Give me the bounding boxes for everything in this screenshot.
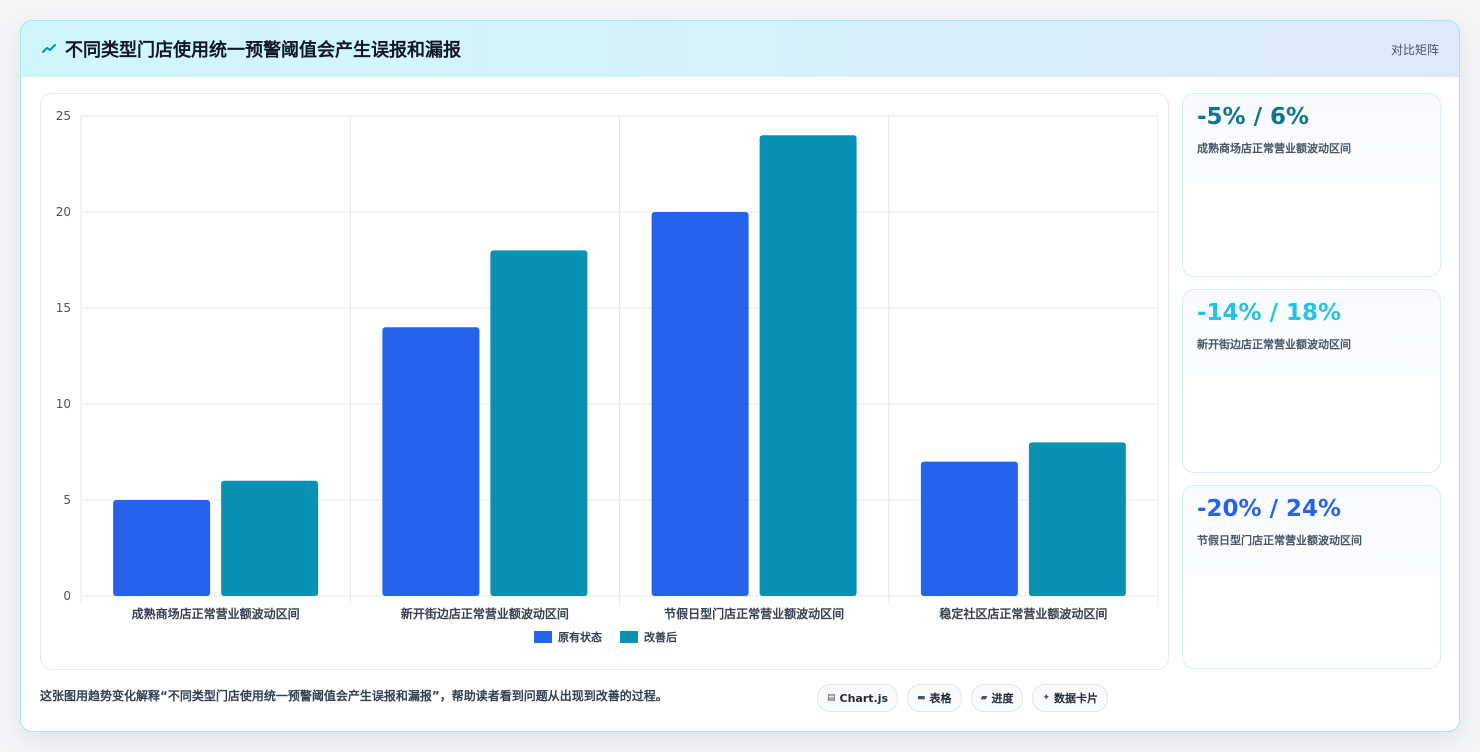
y-tick-label: 0 <box>63 589 71 603</box>
stat-card-1: -5% / 6% 成熟商场店正常营业额波动区间 <box>1182 93 1441 277</box>
bar <box>759 135 857 596</box>
legend-swatch <box>620 631 638 643</box>
page-title: 不同类型门店使用统一预警阈值会产生误报和漏报 <box>65 40 461 61</box>
chip-progress[interactable]: ▰ 进度 <box>970 684 1024 712</box>
stat-value: -14% / 18% <box>1197 300 1342 326</box>
x-tick-label: 节假日型门店正常营业额波动区间 <box>664 606 844 621</box>
progress-icon: ▰ <box>980 693 988 703</box>
bar <box>382 327 480 596</box>
y-tick-label: 15 <box>56 301 71 315</box>
legend-label: 原有状态 <box>558 630 602 644</box>
chart-icon: ▤ <box>827 693 836 703</box>
stat-card-3: -20% / 24% 节假日型门店正常营业额波动区间 <box>1182 485 1441 669</box>
bar <box>221 480 319 596</box>
view-mode-label[interactable]: 对比矩阵 <box>1390 43 1439 57</box>
x-tick-label: 新开街边店正常营业额波动区间 <box>401 606 569 621</box>
chip-label: Chart.js <box>839 691 889 705</box>
bar <box>113 500 211 596</box>
stat-label: 新开街边店正常营业额波动区间 <box>1197 338 1351 351</box>
chart-panel: 0 5 10 15 20 25 成熟商场店正常营业额波动区间 新开街边店正常营业额波动区间 节假… <box>40 93 1169 670</box>
chip-label: 进度 <box>991 692 1014 705</box>
sparkle-icon: ✦ <box>1042 693 1051 703</box>
y-tick-label: 5 <box>63 493 71 507</box>
x-tick-label: 稳定社区店正常营业额波动区间 <box>939 606 1107 621</box>
y-tick-label: 20 <box>56 205 71 219</box>
legend-label: 改善后 <box>644 630 677 644</box>
bar <box>490 250 588 596</box>
x-tick-label: 成熟商场店正常营业额波动区间 <box>132 606 300 621</box>
bar <box>1028 442 1126 596</box>
chip-chartjs[interactable]: ▤ Chart.js <box>817 684 899 712</box>
stat-value: -20% / 24% <box>1197 496 1342 522</box>
legend-swatch <box>534 631 552 643</box>
stat-label: 节假日型门店正常营业额波动区间 <box>1197 534 1362 547</box>
bar <box>920 461 1018 596</box>
chip-label: 数据卡片 <box>1054 692 1099 705</box>
card-header: 不同类型门店使用统一预警阈值会产生误报和漏报 对比矩阵 <box>21 21 1459 77</box>
chart-description: 这张图用趋势变化解释“不同类型门店使用统一预警阈值会产生误报和漏报”，帮助读者看… <box>40 689 668 703</box>
stat-label: 成熟商场店正常营业额波动区间 <box>1197 142 1351 155</box>
y-tick-label: 10 <box>56 397 71 411</box>
stat-value: -5% / 6% <box>1197 104 1310 130</box>
tag-chips: ▤ Chart.js ▬ 表格 ▰ 进度 ✦ 数据卡片 <box>817 684 1109 712</box>
chip-data-cards[interactable]: ✦ 数据卡片 <box>1032 684 1109 712</box>
bar <box>651 212 749 596</box>
table-icon: ▬ <box>917 693 926 703</box>
bar-chart: 0 5 10 15 20 25 成熟商场店正常营业额波动区间 新开街边店正常营业额波动区间 节假… <box>56 109 1159 644</box>
chip-label: 表格 <box>929 692 952 705</box>
chart-card: 不同类型门店使用统一预警阈值会产生误报和漏报 对比矩阵 0 5 10 15 20 25 成熟… <box>20 20 1460 732</box>
chip-table[interactable]: ▬ 表格 <box>907 684 962 712</box>
sparkline-icon <box>42 44 56 53</box>
stat-card-2: -14% / 18% 新开街边店正常营业额波动区间 <box>1182 289 1441 473</box>
y-tick-label: 25 <box>56 109 71 123</box>
